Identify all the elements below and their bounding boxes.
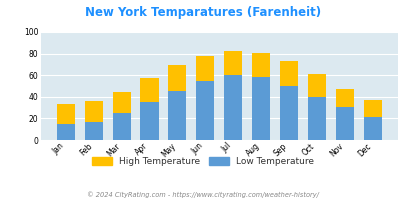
Bar [335,89,353,107]
Bar [85,101,102,122]
Bar [85,122,102,140]
Bar [362,117,381,140]
Bar [140,102,158,140]
Bar [252,53,269,77]
Bar [279,61,297,86]
Bar [307,97,325,140]
Text: New York Temparatures (Farenheit): New York Temparatures (Farenheit) [85,6,320,19]
Bar [168,65,186,91]
Bar [335,107,353,140]
Legend: High Temperature, Low Temperature: High Temperature, Low Temperature [88,153,317,169]
Bar [57,124,75,140]
Bar [57,104,75,124]
Bar [362,100,381,117]
Bar [307,74,325,97]
Bar [168,91,186,140]
Bar [112,113,130,140]
Bar [196,81,214,140]
Bar [196,56,214,81]
Bar [112,92,130,113]
Bar [252,77,269,140]
Text: © 2024 CityRating.com - https://www.cityrating.com/weather-history/: © 2024 CityRating.com - https://www.city… [87,191,318,198]
Bar [279,86,297,140]
Bar [224,75,242,140]
Bar [140,78,158,102]
Bar [224,51,242,75]
